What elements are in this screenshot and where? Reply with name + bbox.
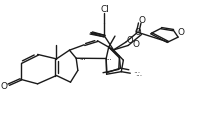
Text: O: O <box>177 28 184 37</box>
Text: O: O <box>132 40 139 49</box>
Text: ...: ... <box>106 55 112 61</box>
Text: O: O <box>134 28 141 37</box>
Text: ...: ... <box>133 66 140 75</box>
Text: ...: ... <box>79 55 86 61</box>
Text: ...: ... <box>135 70 143 78</box>
Text: O: O <box>126 36 133 45</box>
Text: O: O <box>139 16 146 25</box>
Text: Cl: Cl <box>100 5 109 14</box>
Text: O: O <box>1 82 8 90</box>
